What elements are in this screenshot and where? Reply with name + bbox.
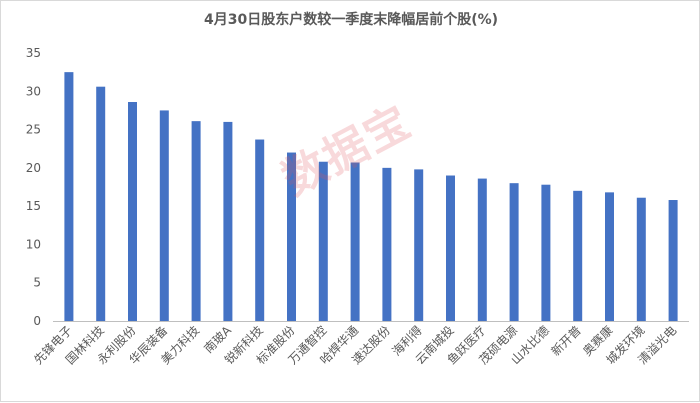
bar-10 <box>350 162 360 321</box>
x-tick-label: 新开普 <box>548 323 584 359</box>
bar-3 <box>128 102 137 322</box>
y-tick-label: 5 <box>33 276 41 290</box>
bar-6 <box>223 121 233 322</box>
y-tick-label: 20 <box>26 161 41 175</box>
bar-19 <box>636 197 646 321</box>
bar-15 <box>509 183 519 321</box>
bar-20 <box>668 200 678 321</box>
bar-16 <box>541 184 551 321</box>
bar-11 <box>382 167 392 321</box>
bar-13 <box>446 175 455 321</box>
bar-14 <box>477 178 487 321</box>
y-tick-label: 30 <box>26 84 41 98</box>
bar-7 <box>255 139 265 321</box>
bar-8 <box>287 152 296 321</box>
bar-12 <box>414 169 424 321</box>
y-tick-label: 10 <box>26 237 41 251</box>
bar-9 <box>318 161 328 321</box>
bar-5 <box>191 121 201 321</box>
bar-18 <box>605 192 614 321</box>
bar-2 <box>96 86 106 321</box>
y-tick-label: 0 <box>33 314 41 328</box>
y-tick-label: 25 <box>26 123 41 137</box>
bar-17 <box>573 190 583 321</box>
chart-title: 4月30日股东户数较一季度末降幅居前个股(%) <box>203 12 499 28</box>
y-tick-label: 35 <box>26 46 41 60</box>
bar-4 <box>159 110 169 321</box>
bar-1 <box>64 72 74 322</box>
y-tick-label: 15 <box>26 199 41 213</box>
